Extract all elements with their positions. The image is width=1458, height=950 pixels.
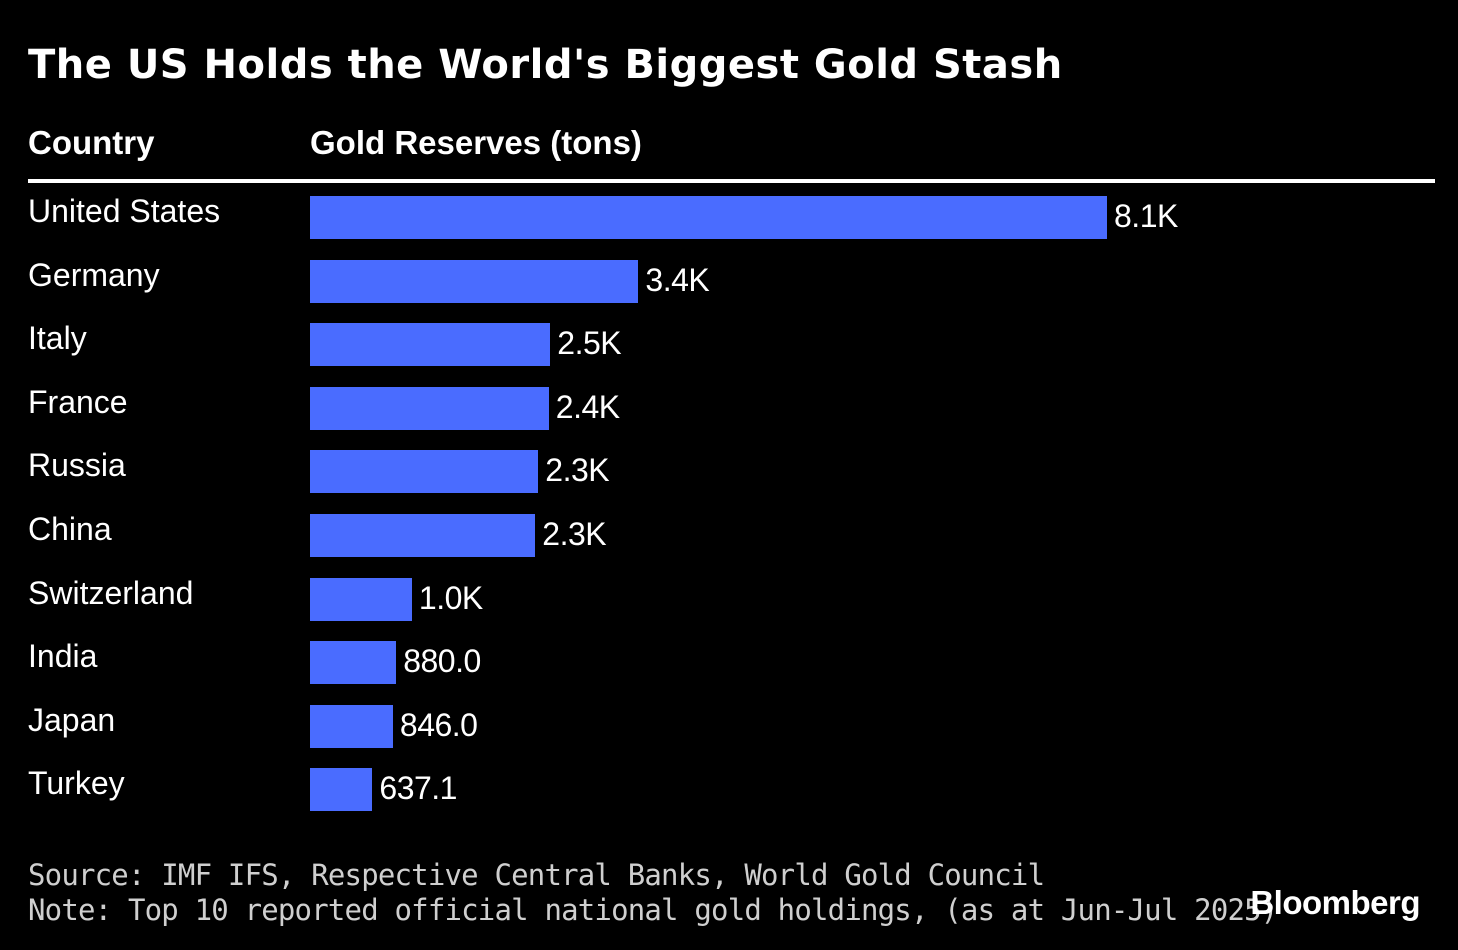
- country-label: United States: [28, 193, 221, 229]
- gold-reserves-bar: [310, 259, 639, 303]
- gold-reserves-bar: [310, 768, 373, 812]
- gold-reserves-bar: [310, 450, 539, 494]
- source-note: Source: IMF IFS, Respective Central Bank…: [28, 858, 1045, 892]
- bar-value-label: 2.3K: [545, 452, 610, 489]
- bar-value-label: 2.5K: [557, 325, 622, 362]
- country-column-header: Country: [28, 124, 155, 161]
- gold-reserves-bar: [310, 196, 1107, 239]
- gold-reserves-bar: [310, 641, 397, 685]
- chart-title: The US Holds the World's Biggest Gold St…: [28, 42, 1063, 88]
- country-label: Turkey: [28, 765, 125, 802]
- country-label: China: [28, 511, 112, 547]
- bar-value-label: 1.0K: [418, 579, 483, 616]
- gold-reserves-bar: [310, 323, 551, 367]
- header-divider: [28, 179, 1435, 183]
- gold-reserves-bar: [310, 577, 412, 621]
- gold-reserves-column-header: Gold Reserves (tons): [310, 124, 642, 161]
- country-label: Switzerland: [28, 574, 194, 611]
- bar-value-label: 8.1K: [1114, 198, 1178, 234]
- country-label: Italy: [28, 320, 87, 357]
- gold-reserves-bar: [310, 386, 549, 430]
- footnote: Note: Top 10 reported official national …: [28, 893, 1278, 927]
- country-label: India: [28, 638, 98, 675]
- bar-value-label: 846.0: [399, 706, 478, 743]
- bar-value-label: 2.4K: [555, 388, 620, 425]
- bar-value-label: 637.1: [379, 770, 457, 807]
- bar-value-label: 880.0: [403, 643, 481, 680]
- country-label: Germany: [28, 256, 160, 293]
- bloomberg-logo: Bloomberg: [1250, 884, 1420, 921]
- country-label: France: [28, 383, 128, 420]
- country-label: Japan: [28, 701, 116, 738]
- gold-reserves-bar: [310, 514, 536, 557]
- gold-reserves-bar: [310, 704, 393, 748]
- bar-value-label: 3.4K: [645, 261, 710, 298]
- country-label: Russia: [28, 447, 126, 484]
- bar-value-label: 2.3K: [542, 516, 607, 552]
